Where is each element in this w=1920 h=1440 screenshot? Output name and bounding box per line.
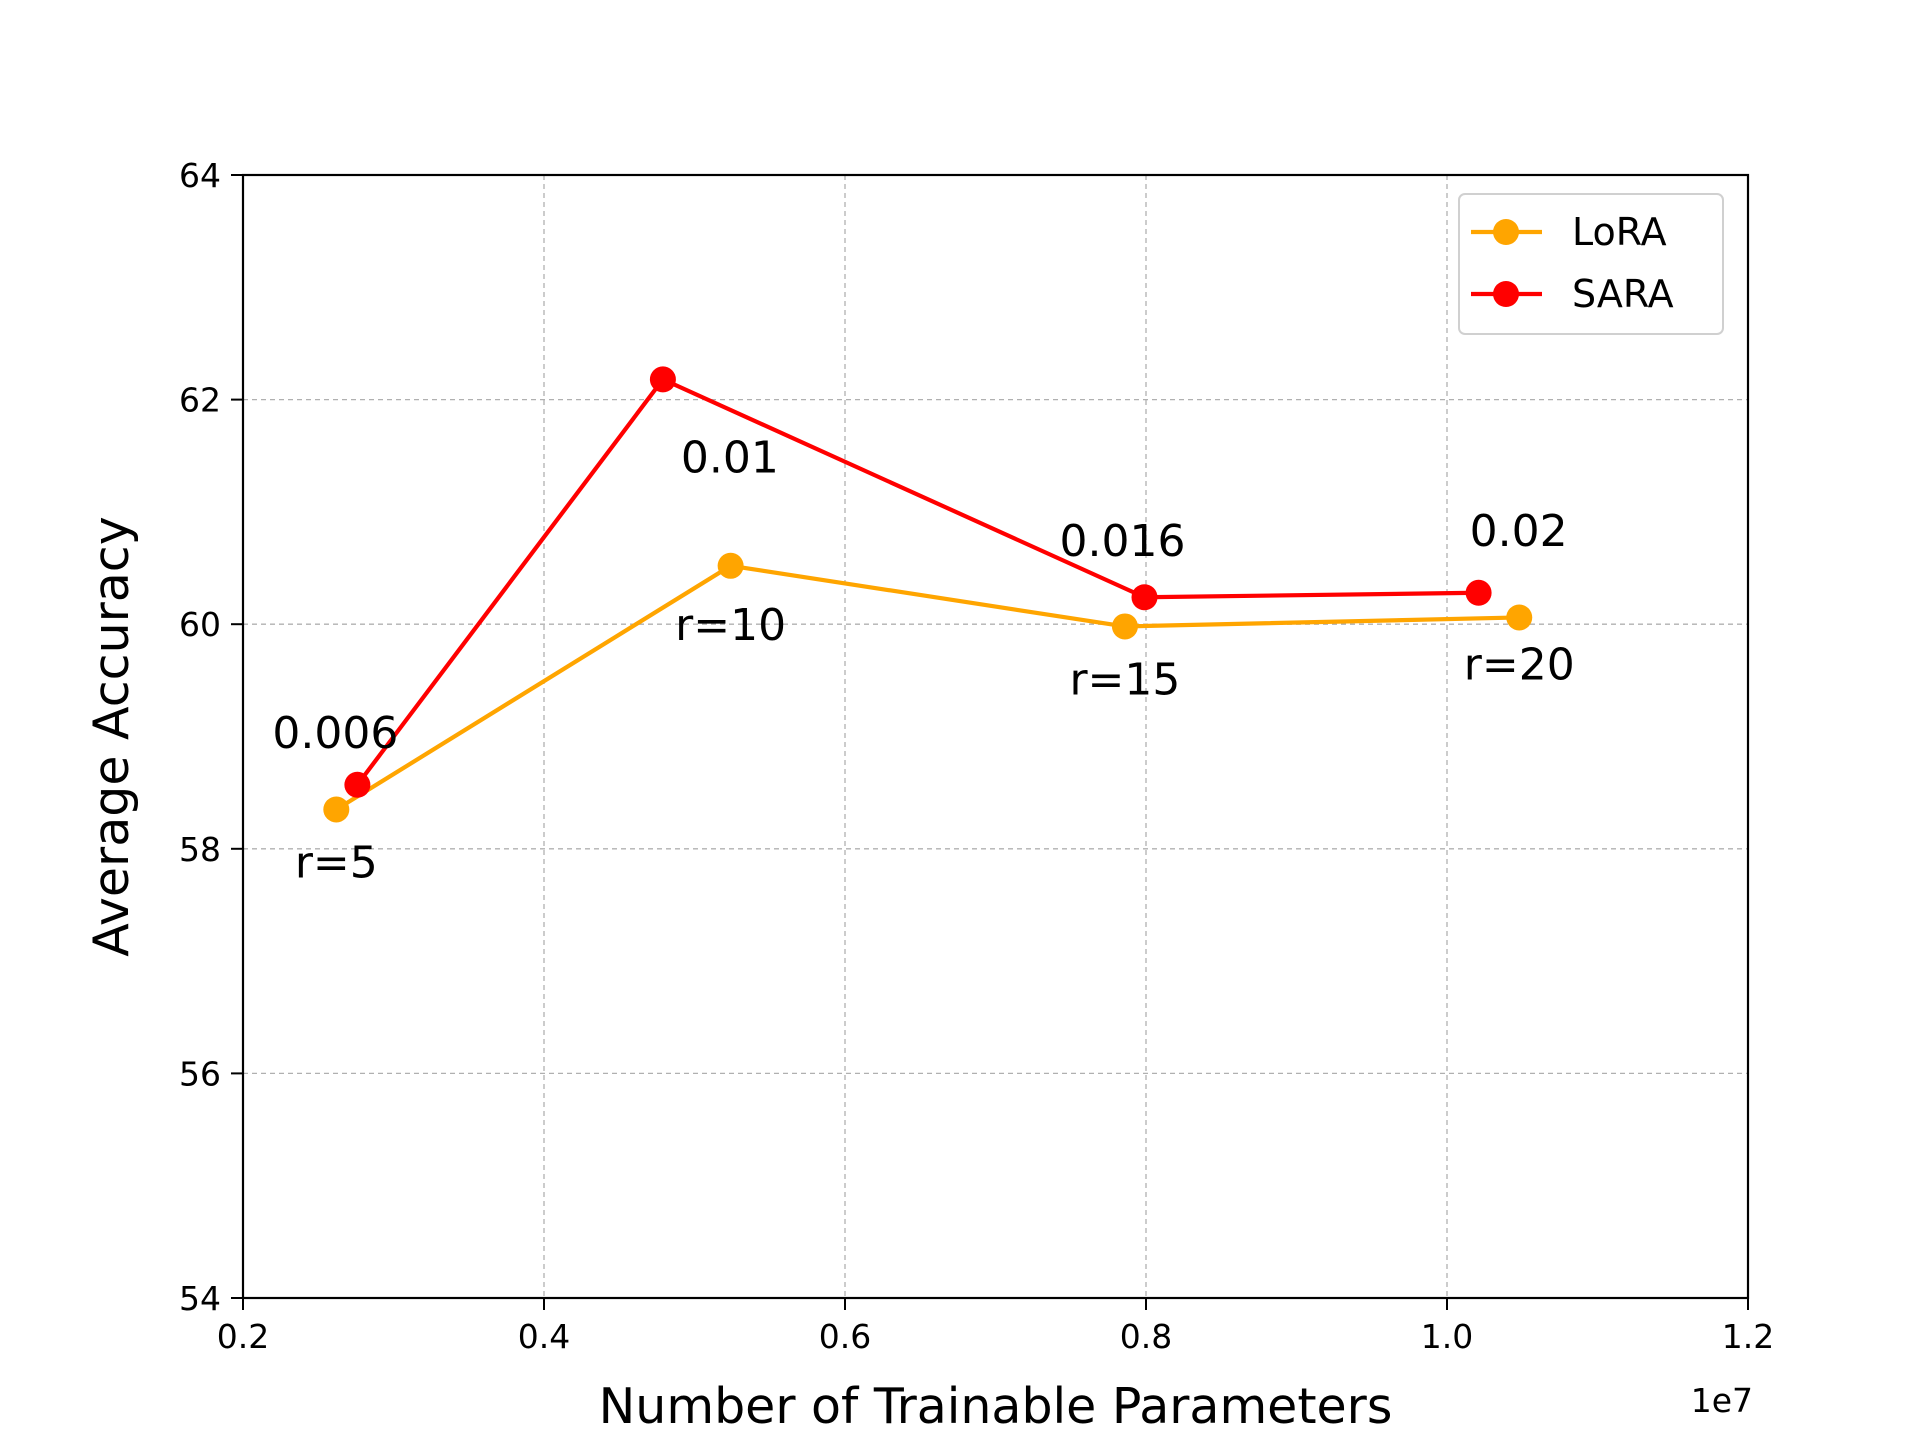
legend-label-lora: LoRA [1572,210,1667,254]
y-tick-label: 62 [179,381,221,420]
data-point-sara [344,771,371,798]
x-tick-label: 0.2 [217,1317,269,1356]
legend-box [1458,193,1724,335]
x-axis-title: Number of Trainable Parameters [599,1378,1393,1435]
plot-frame [241,173,1750,1300]
y-tick-label: 60 [179,605,221,644]
data-point-lora [323,796,350,823]
data-point-sara [1465,579,1492,606]
y-tick-label: 58 [179,830,221,869]
legend-marker-lora [1493,219,1519,245]
y-tick-label: 56 [179,1054,221,1093]
data-point-lora [717,552,744,579]
data-point-lora [1506,604,1533,631]
point-label-sara: 0.006 [272,708,398,759]
x-tick-label: 1.2 [1722,1317,1774,1356]
data-point-lora [1111,613,1138,640]
y-axis-title: Average Accuracy [83,516,140,957]
point-label-sara: 0.016 [1060,516,1186,567]
point-label-lora: r=5 [295,837,378,888]
y-tick-label: 54 [179,1279,221,1318]
x-tick-label: 0.8 [1120,1317,1172,1356]
legend-marker-sara [1493,281,1519,307]
series-markers [323,366,1533,823]
legend: LoRA SARA [1458,193,1724,335]
point-label-lora: r=20 [1464,639,1575,690]
series-lines [335,377,1520,812]
series-line-lora [335,563,1520,812]
x-axis-offset-label: 1e7 [1691,1381,1753,1420]
point-label-lora: r=15 [1069,654,1180,705]
point-label-lora: r=10 [675,600,786,651]
data-point-sara [649,366,676,393]
series-line-sara [355,377,1479,787]
axis-ticks: 0.2 0.4 0.6 0.8 1.0 1.2 54 56 58 60 62 64 [179,156,1774,1356]
x-tick-label: 0.6 [819,1317,871,1356]
point-label-sara: 0.01 [681,432,779,483]
x-tick-label: 1.0 [1421,1317,1473,1356]
y-tick-label: 64 [179,156,221,195]
x-tick-label: 0.4 [518,1317,570,1356]
legend-label-sara: SARA [1572,272,1674,316]
data-point-sara [1131,584,1158,611]
point-annotations: r=5 r=10 r=15 r=20 0.006 0.01 0.016 0.02 [272,432,1574,888]
grid-lines [243,175,1748,1298]
point-label-sara: 0.02 [1470,506,1568,557]
